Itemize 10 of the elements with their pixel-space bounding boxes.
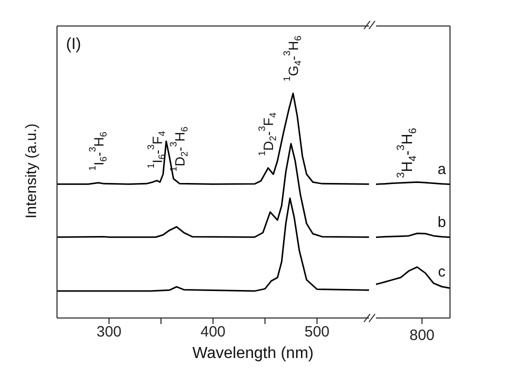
x-tick-label: 400 — [200, 324, 226, 341]
text: 800 — [409, 327, 435, 344]
x-tick-label: 500 — [304, 324, 330, 341]
y-axis-title: Intensity (a.u.) — [23, 123, 40, 219]
series-label: b — [438, 214, 446, 231]
series-label: a — [438, 160, 447, 178]
text: (I) — [66, 36, 82, 53]
x-axis-title: Wavelength (nm) — [192, 345, 314, 362]
x-tick-label: 300 — [96, 324, 122, 341]
series-label: c — [438, 264, 446, 281]
